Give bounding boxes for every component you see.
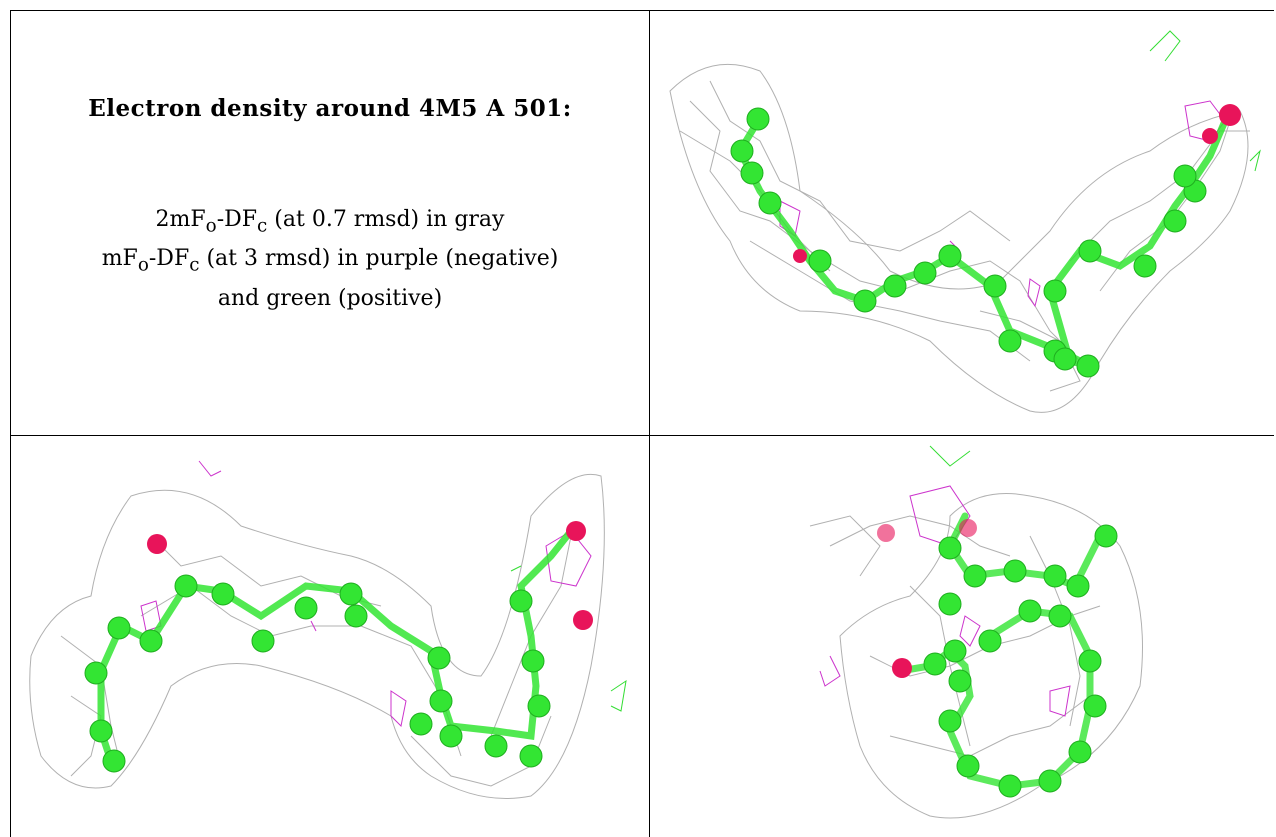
table-border-row-divider [10, 435, 1274, 436]
legend-line-fofc: mFo-DFc (at 3 rmsd) in purple (negative) [101, 246, 559, 276]
density-view-3 [650, 436, 1274, 837]
legend-line-positive: and green (positive) [217, 285, 443, 311]
figure-grid: Electron density around 4M5 A 501: 2mFo-… [10, 10, 1274, 837]
table-border-top [10, 10, 1274, 11]
density-view-3-image [809, 445, 1143, 819]
legend-line-2fofc: 2mFo-DFc (at 0.7 rmsd) in gray [155, 207, 505, 237]
density-view-1 [650, 11, 1274, 435]
density-view-1-image [669, 30, 1261, 413]
density-view-2 [11, 436, 649, 837]
table-border-left [10, 10, 11, 837]
map-legend: 2mFo-DFc (at 0.7 rmsd) in gray mFo-DFc (… [11, 203, 649, 315]
caption-cell: Electron density around 4M5 A 501: 2mFo-… [11, 11, 649, 435]
figure-title: Electron density around 4M5 A 501: [88, 95, 572, 122]
density-view-2-image [29, 460, 627, 799]
table-border-middle [649, 10, 650, 837]
